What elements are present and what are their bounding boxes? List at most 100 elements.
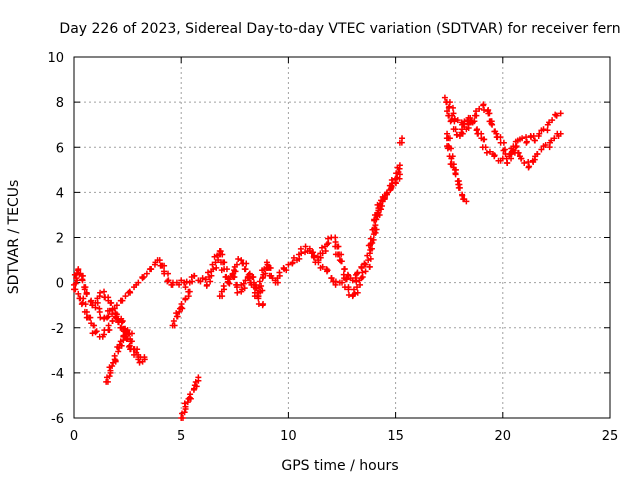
data-point	[514, 149, 521, 156]
data-point	[482, 144, 489, 151]
data-point	[176, 281, 183, 288]
data-point	[476, 105, 483, 112]
data-point	[359, 269, 366, 276]
data-point	[184, 399, 191, 406]
data-point	[367, 255, 374, 262]
data-point	[551, 135, 558, 142]
data-point	[109, 317, 116, 324]
data-point	[233, 284, 240, 291]
data-point	[544, 127, 551, 134]
data-point	[366, 263, 373, 270]
data-point	[75, 266, 82, 273]
data-point	[283, 267, 290, 274]
data-point	[115, 348, 122, 355]
y-tick-label: 8	[56, 96, 64, 111]
data-point	[540, 126, 547, 133]
data-point	[302, 243, 309, 250]
data-point	[90, 322, 97, 329]
data-point	[454, 117, 461, 124]
data-point	[374, 210, 381, 217]
series-s14	[441, 94, 564, 160]
y-tick-label: 4	[56, 186, 64, 201]
data-point	[325, 235, 332, 242]
data-point	[334, 243, 341, 250]
y-tick-label: -6	[51, 412, 64, 427]
data-point	[289, 259, 296, 266]
data-point	[338, 258, 345, 265]
data-point	[370, 236, 377, 243]
data-point	[143, 270, 150, 277]
data-point	[161, 262, 168, 269]
data-point	[89, 302, 96, 309]
data-point	[116, 341, 123, 348]
data-point	[165, 277, 172, 284]
data-point	[82, 301, 89, 308]
data-point	[508, 151, 515, 158]
data-point	[209, 261, 216, 268]
x-tick-label: 20	[495, 429, 512, 444]
data-point	[315, 259, 322, 266]
data-point	[491, 152, 498, 159]
data-point	[368, 245, 375, 252]
data-point	[204, 269, 211, 276]
data-point	[318, 244, 325, 251]
data-point	[459, 191, 466, 198]
data-points	[70, 94, 564, 421]
data-point	[241, 285, 248, 292]
data-point	[449, 104, 456, 111]
data-point	[207, 278, 214, 285]
data-point	[342, 276, 349, 283]
data-point	[109, 305, 116, 312]
y-tick-label: 10	[47, 51, 64, 66]
data-point	[139, 275, 146, 282]
data-point	[222, 273, 229, 280]
y-axis-label: SDTVAR / TECUs	[6, 180, 22, 295]
series-s7	[178, 374, 202, 421]
data-point	[469, 119, 476, 126]
data-point	[101, 315, 108, 322]
data-point	[173, 310, 180, 317]
data-point	[461, 118, 468, 125]
data-point	[290, 254, 297, 261]
data-point	[372, 216, 379, 223]
data-point	[240, 280, 247, 287]
data-point	[375, 205, 382, 212]
data-point	[396, 162, 403, 169]
data-point	[447, 145, 454, 152]
data-point	[358, 263, 365, 270]
data-point	[369, 240, 376, 247]
data-point	[259, 287, 266, 294]
data-point	[197, 278, 204, 285]
data-point	[79, 276, 86, 283]
y-tick-label: 0	[56, 277, 64, 292]
data-point	[372, 229, 379, 236]
data-point	[353, 278, 360, 285]
data-point	[361, 261, 368, 268]
data-point	[107, 299, 114, 306]
data-point	[186, 288, 193, 295]
data-point	[252, 285, 259, 292]
data-point	[497, 134, 504, 141]
data-point	[112, 357, 119, 364]
data-point	[531, 137, 538, 144]
data-point	[96, 308, 103, 315]
data-point	[461, 123, 468, 130]
data-point	[117, 324, 124, 331]
data-point	[183, 278, 190, 285]
series-s6	[169, 288, 193, 329]
data-point	[463, 198, 470, 205]
data-point	[113, 302, 120, 309]
data-point	[83, 290, 90, 297]
data-point	[233, 261, 240, 268]
data-point	[341, 266, 348, 273]
data-point	[225, 276, 232, 283]
data-point	[256, 278, 263, 285]
series-s8	[216, 256, 267, 309]
data-point	[557, 110, 564, 117]
data-point	[394, 174, 401, 181]
y-tick-label: -2	[51, 322, 64, 337]
data-point	[134, 346, 141, 353]
data-point	[534, 150, 541, 157]
data-point	[339, 279, 345, 286]
data-point	[107, 367, 114, 374]
